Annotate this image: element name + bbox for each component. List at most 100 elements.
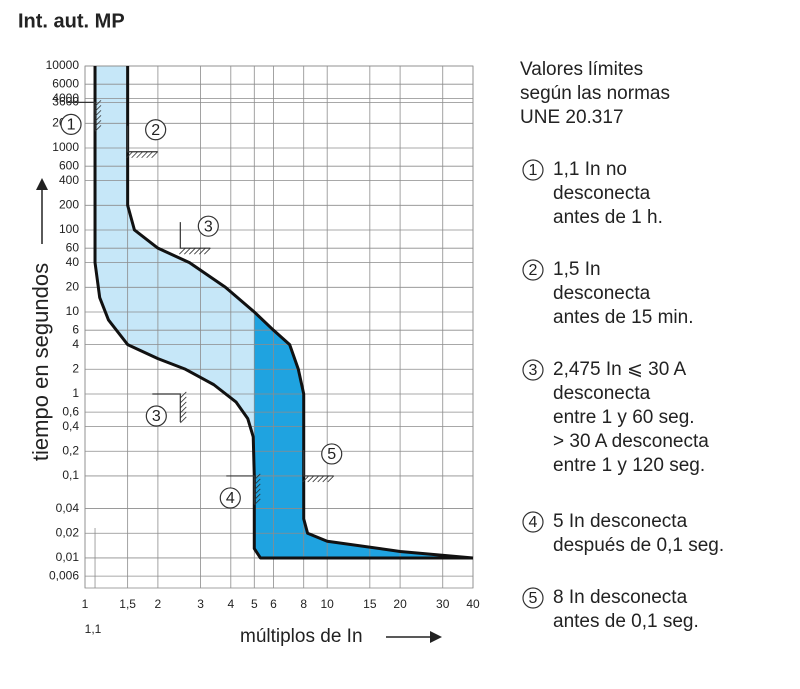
x-tick-label: 2 <box>155 597 162 611</box>
y-tick-label: 400 <box>59 173 79 187</box>
y-tick-label: 600 <box>59 158 79 172</box>
notes-heading: Valores límites <box>520 59 643 80</box>
x-tick-label: 1 <box>82 597 89 611</box>
hatch <box>141 151 148 159</box>
note-circle <box>522 587 544 609</box>
hatch <box>180 411 187 419</box>
y-tick-label: 4 <box>72 337 79 351</box>
x-tick-label: 3 <box>197 597 204 611</box>
marker-label: 4 <box>226 490 235 507</box>
x-tick-label: 10 <box>321 597 335 611</box>
note-line: > 30 A desconecta <box>553 431 709 452</box>
marker-label: 2 <box>151 122 160 139</box>
y-axis-arrow <box>36 178 48 244</box>
x-tick-label: 8 <box>300 597 307 611</box>
limit-marker: 3 <box>179 215 219 255</box>
note-number: 5 <box>529 590 538 607</box>
note-number: 3 <box>529 362 538 379</box>
y-tick-label: 6 <box>72 322 79 336</box>
x-tick-label: 1,5 <box>119 597 136 611</box>
hatch <box>302 475 310 483</box>
hatch <box>94 115 102 122</box>
note-line: 1,5 In <box>553 259 601 280</box>
y-tick-label: 0,04 <box>56 501 80 515</box>
hatch <box>189 247 196 255</box>
hatch <box>253 488 261 496</box>
note-circle <box>522 159 544 181</box>
limit-corner <box>303 449 334 477</box>
notes-heading: según las normas <box>520 83 670 104</box>
hatch <box>146 151 153 159</box>
hatch <box>94 120 102 127</box>
hatch <box>136 151 143 159</box>
y-tick-label: 0,1 <box>62 468 79 482</box>
note-line: desconecta <box>553 183 651 204</box>
limit-marker: 1 <box>60 100 102 135</box>
hatch <box>131 151 138 159</box>
chart-title: Int. aut. MP <box>18 10 125 32</box>
note-line: entre 1 y 60 seg. <box>553 407 695 428</box>
y-tick-label: 100 <box>59 222 79 236</box>
y-tick-label: 1 <box>72 386 79 400</box>
marker-circle <box>145 405 167 427</box>
note-line: después de 0,1 seg. <box>553 535 724 556</box>
note-circle <box>522 359 544 381</box>
hatch <box>94 125 102 132</box>
x-tick-label: 4 <box>227 597 234 611</box>
note-line: 2,475 In ⩽ 30 A <box>553 359 687 380</box>
hatch <box>253 493 261 501</box>
y-tick-label: 3600 <box>52 95 79 109</box>
x-tick-label: 30 <box>436 597 450 611</box>
x-tick-label: 15 <box>363 597 377 611</box>
x-axis-arrow <box>386 631 442 643</box>
y-tick-label: 0,2 <box>62 443 79 457</box>
note-line: desconecta <box>553 283 651 304</box>
y-tick-label: 0,4 <box>62 419 79 433</box>
hatch <box>180 391 187 399</box>
hatch <box>179 247 186 255</box>
note-line: antes de 1 h. <box>553 207 663 228</box>
notes-heading: UNE 20.317 <box>520 107 624 128</box>
y-tick-label: 0,02 <box>56 525 80 539</box>
x-axis-label: múltiplos de In <box>240 626 363 647</box>
note-line: 8 In desconecta <box>553 587 688 608</box>
x-tick-label: 1,1 <box>85 622 102 636</box>
y-tick-label: 1000 <box>52 140 79 154</box>
hatch <box>151 151 158 159</box>
note-circle <box>522 259 544 281</box>
hatch <box>94 110 102 117</box>
x-tick-label: 20 <box>393 597 407 611</box>
y-tick-label: 20 <box>66 279 80 293</box>
y-tick-label: 10000 <box>46 58 80 72</box>
marker-label: 3 <box>204 218 213 235</box>
curve <box>93 66 473 560</box>
note-line: desconecta <box>553 383 651 404</box>
marker-label: 5 <box>327 446 336 463</box>
hatch <box>126 151 133 159</box>
note-line: antes de 0,1 seg. <box>553 611 699 632</box>
marker-circle <box>145 119 167 141</box>
hatch <box>317 475 325 483</box>
hatch <box>184 247 191 255</box>
y-tick-label: 10 <box>66 304 80 318</box>
marker-label: 1 <box>67 117 76 134</box>
x-tick-label: 40 <box>466 597 480 611</box>
marker-label: 3 <box>152 408 161 425</box>
hatch <box>322 475 330 483</box>
y-tick-label: 60 <box>66 240 80 254</box>
x-tick-label: 6 <box>270 597 277 611</box>
note-line: 5 In desconecta <box>553 511 688 532</box>
hatch <box>199 247 206 255</box>
y-tick-label: 0,6 <box>62 404 79 418</box>
y-tick-label: 0,01 <box>56 550 80 564</box>
note-line: entre 1 y 120 seg. <box>553 455 705 476</box>
y-tick-label: 6000 <box>52 76 79 90</box>
y-tick-label: 200 <box>59 197 79 211</box>
limit-marker: 5 <box>302 443 343 483</box>
y-tick-label: 2 <box>72 361 79 375</box>
hatch <box>94 105 102 112</box>
hatch <box>253 478 261 486</box>
marker-circle <box>197 215 219 237</box>
